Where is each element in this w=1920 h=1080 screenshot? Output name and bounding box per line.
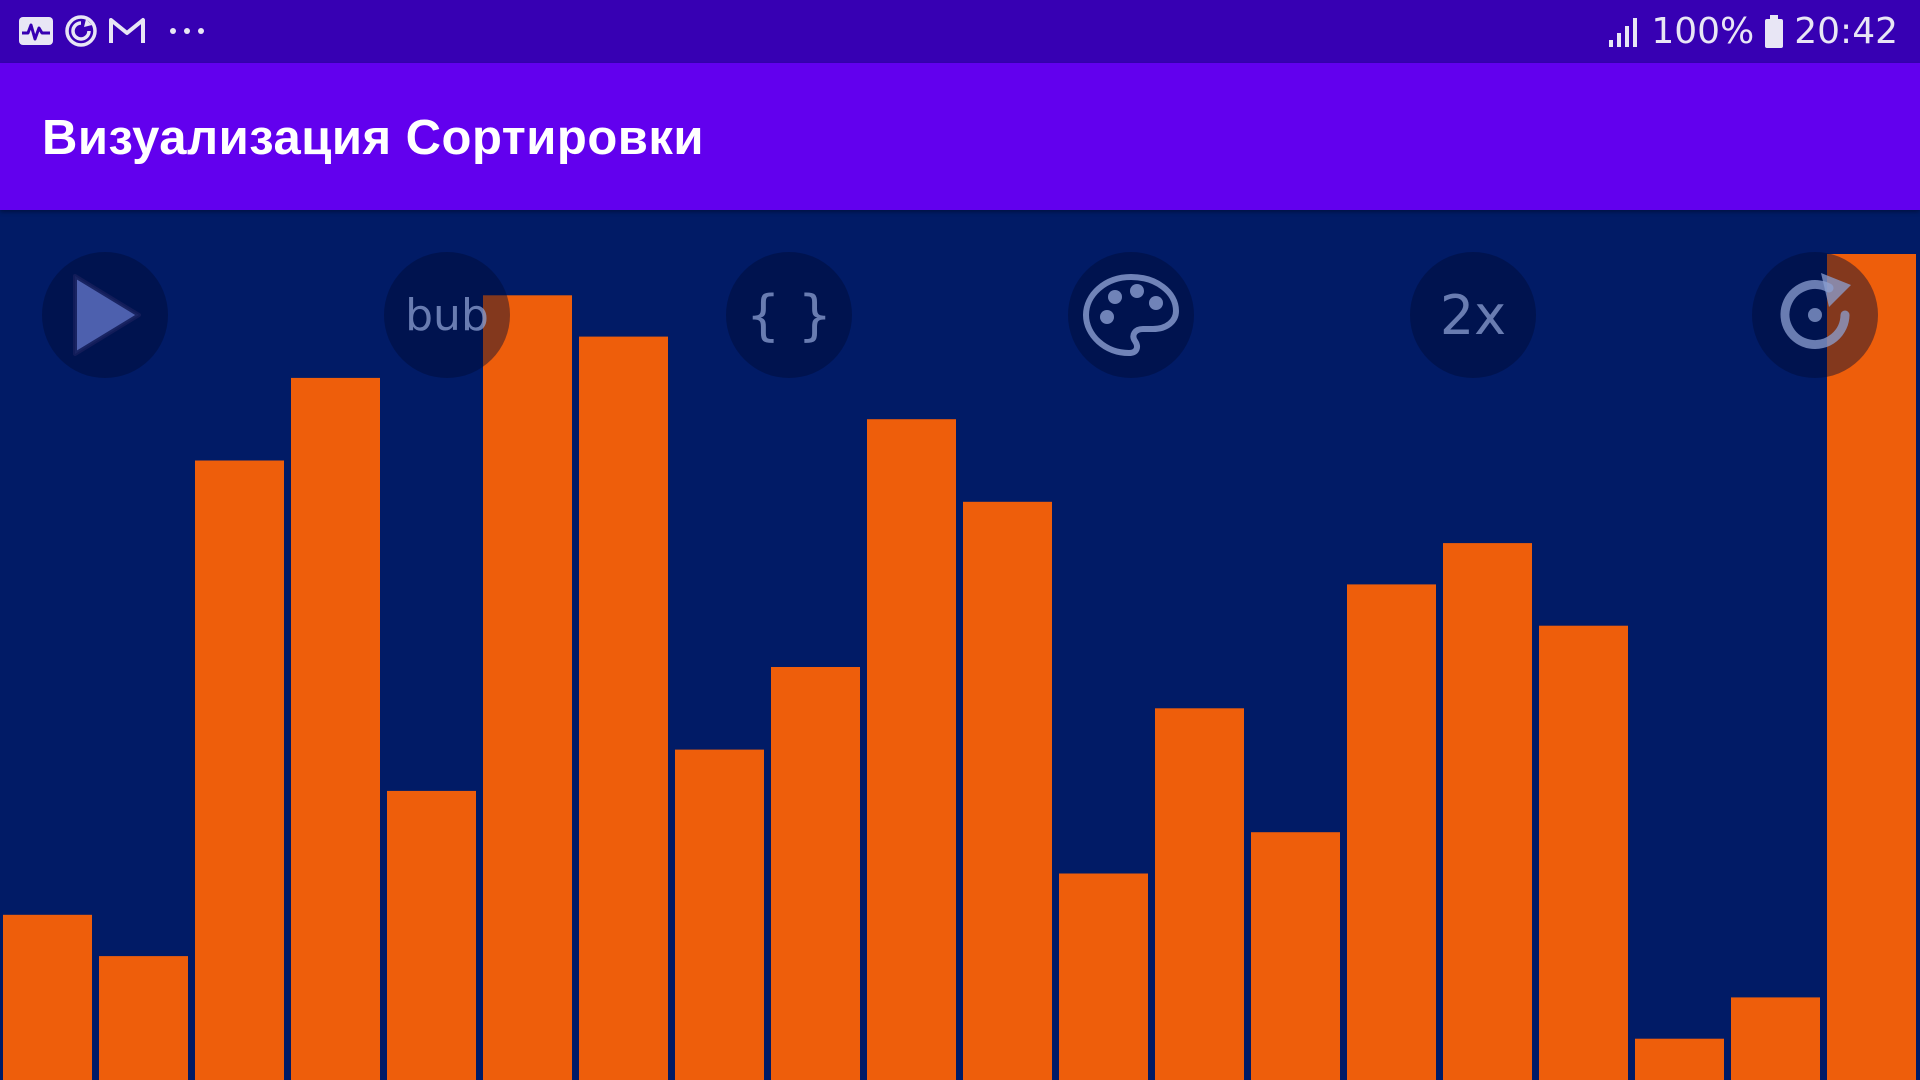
battery-icon <box>1764 14 1784 49</box>
speed-label: 2x <box>1439 283 1507 347</box>
bar-6 <box>483 295 572 1080</box>
app-bar: Визуализация Сортировки <box>0 63 1920 210</box>
bar-10 <box>867 419 956 1080</box>
clock: 20:42 <box>1794 11 1898 52</box>
code-label: { } <box>746 283 832 347</box>
bar-18 <box>1635 1038 1724 1080</box>
palette-icon <box>1081 273 1181 357</box>
sync-icon <box>64 14 98 48</box>
bar-7 <box>579 336 668 1080</box>
bar-9 <box>771 667 860 1080</box>
reset-button[interactable] <box>1752 252 1878 378</box>
bar-16 <box>1443 543 1532 1080</box>
gmail-icon <box>108 16 146 46</box>
bar-8 <box>675 749 764 1080</box>
bar-20 <box>1827 254 1916 1080</box>
algorithm-button[interactable]: bub <box>384 252 510 378</box>
activity-icon <box>18 16 54 46</box>
play-button[interactable] <box>42 252 168 378</box>
status-bar: 100% 20:42 <box>0 0 1920 63</box>
bar-5 <box>387 790 476 1080</box>
bar-15 <box>1347 584 1436 1080</box>
code-button[interactable]: { } <box>726 252 852 378</box>
notification-icons <box>18 12 206 50</box>
reset-icon <box>1767 267 1863 363</box>
battery-percent: 100% <box>1651 11 1755 52</box>
palette-button[interactable] <box>1068 252 1194 378</box>
app-title: Визуализация Сортировки <box>42 111 705 165</box>
bar-12 <box>1059 873 1148 1080</box>
status-indicators: 100% 20:42 <box>1607 0 1898 63</box>
more-dots-icon <box>168 26 206 36</box>
bar-13 <box>1155 708 1244 1080</box>
bar-11 <box>963 501 1052 1080</box>
play-icon <box>65 272 145 358</box>
bar-17 <box>1539 625 1628 1080</box>
sorting-chart <box>0 210 1920 1080</box>
bar-1 <box>3 914 92 1080</box>
bar-4 <box>291 377 380 1080</box>
bar-3 <box>195 460 284 1080</box>
bar-2 <box>99 956 188 1080</box>
signal-icon <box>1607 16 1641 48</box>
bar-19 <box>1731 997 1820 1080</box>
bar-14 <box>1251 832 1340 1080</box>
algorithm-label: bub <box>405 289 489 341</box>
bars-svg <box>3 254 1916 1080</box>
speed-button[interactable]: 2x <box>1410 252 1536 378</box>
